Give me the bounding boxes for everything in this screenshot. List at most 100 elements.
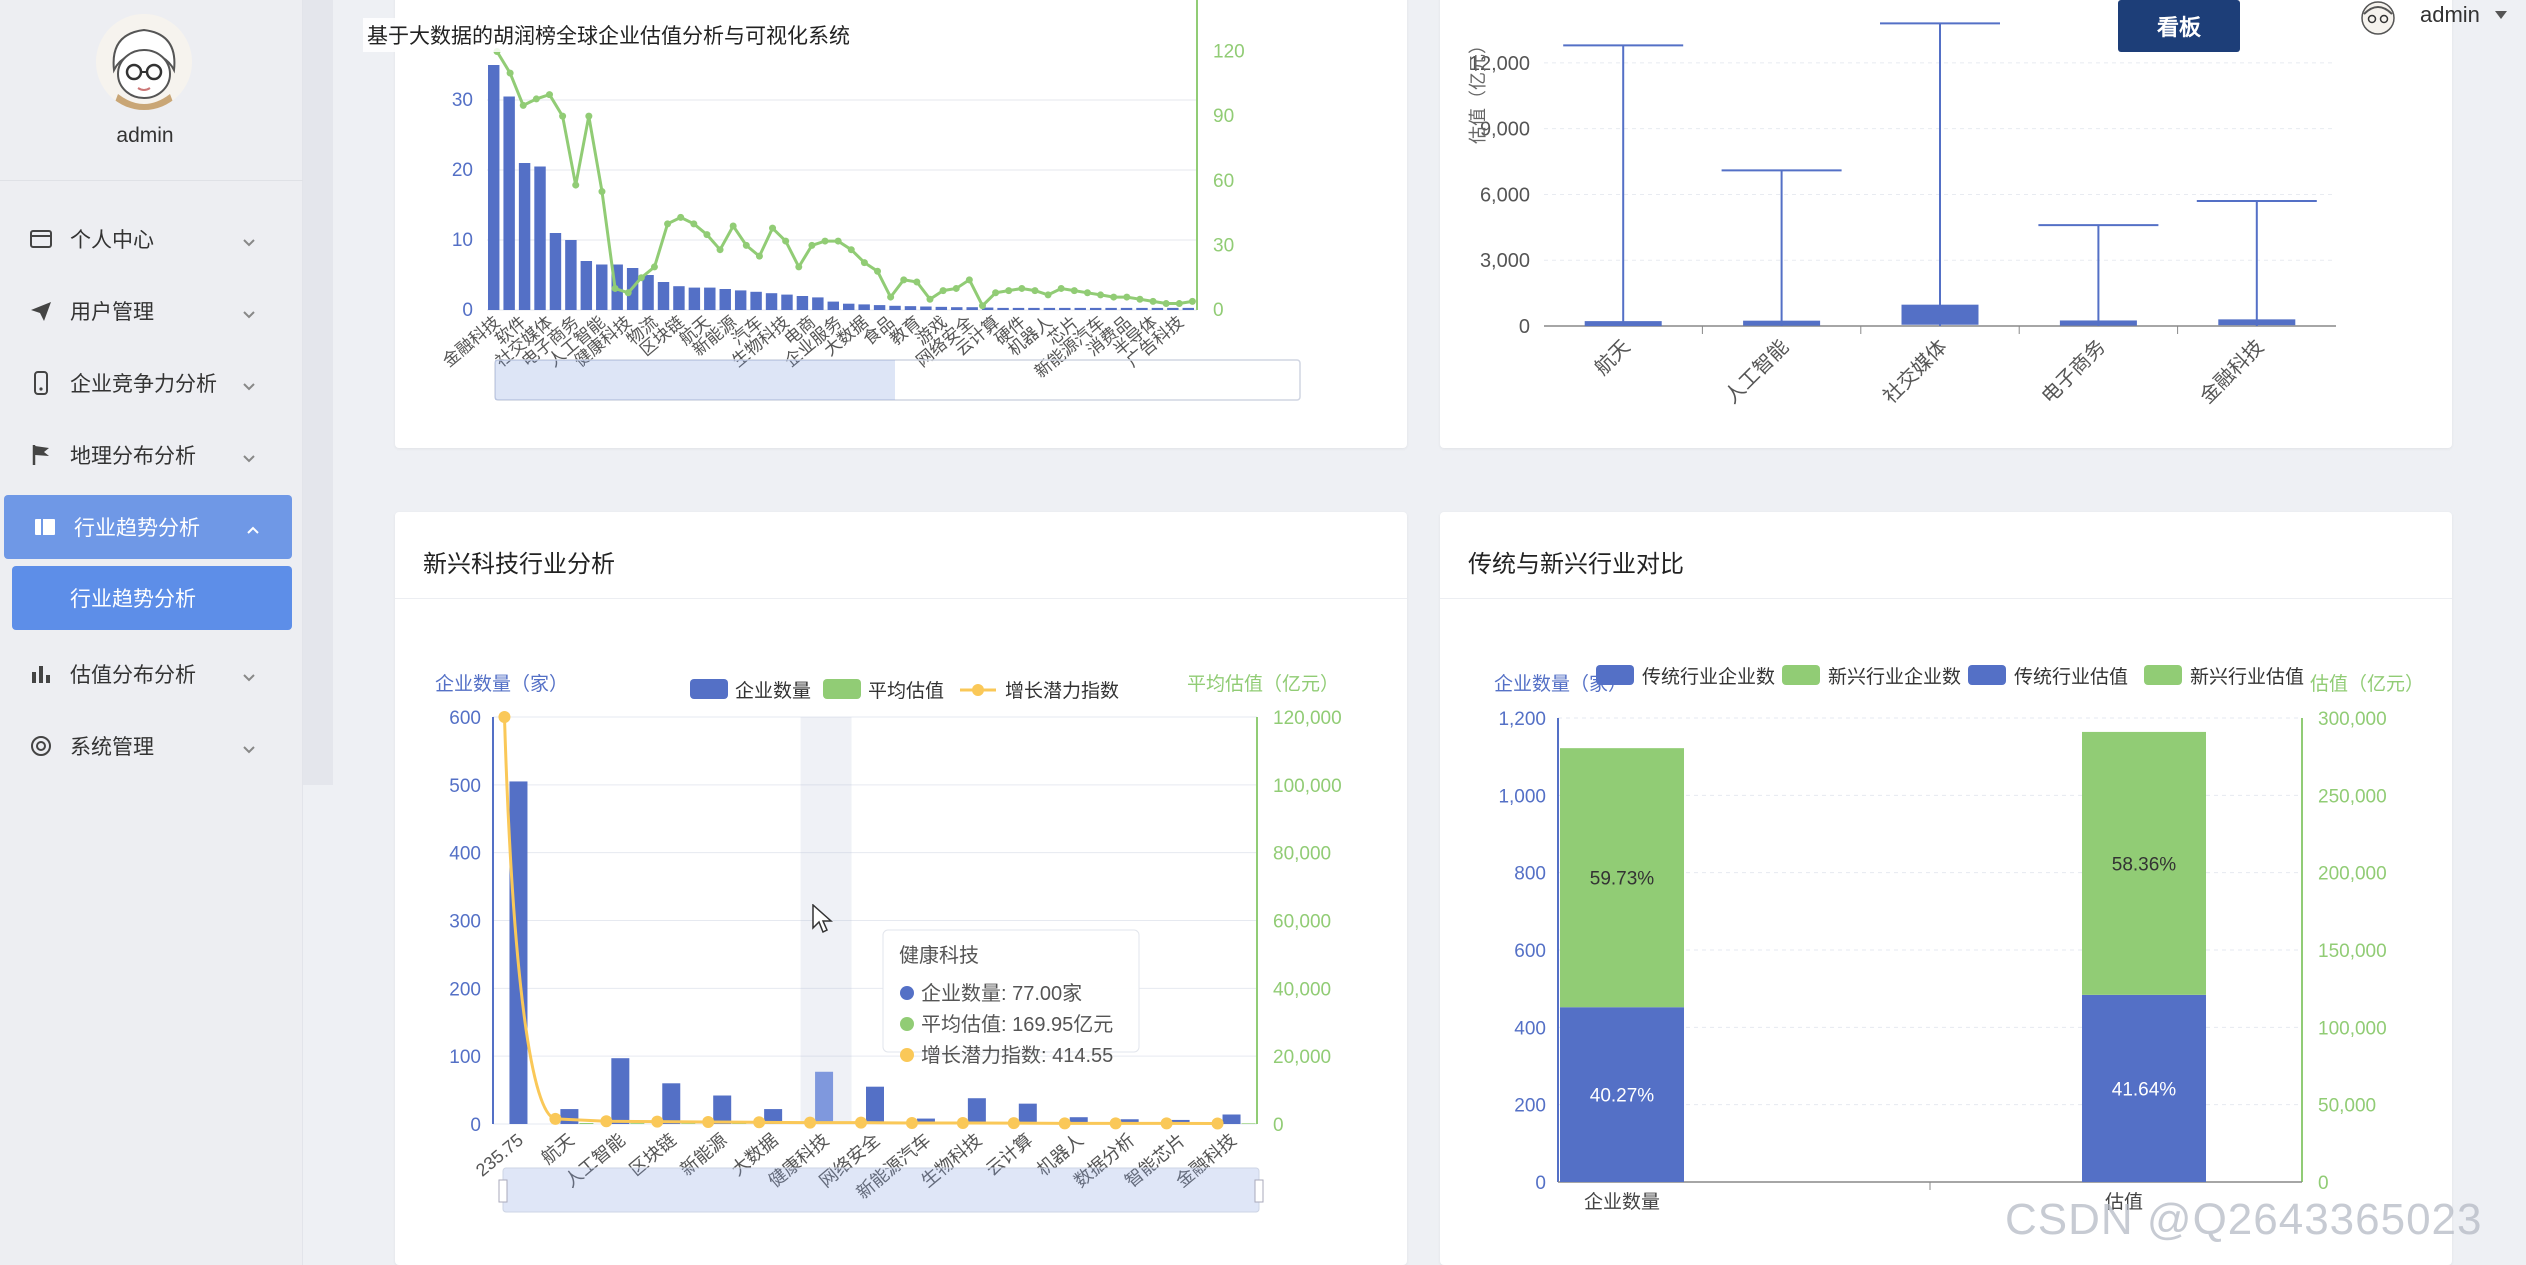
book-icon bbox=[32, 514, 58, 540]
line-point bbox=[795, 263, 803, 271]
y-tick-label: 600 bbox=[449, 708, 481, 729]
bar bbox=[781, 294, 793, 310]
bar-avg-valuation bbox=[1241, 1123, 1256, 1124]
legend-label: 新兴行业企业数 bbox=[1828, 666, 1961, 688]
y-tick-label: 0 bbox=[1519, 316, 1530, 338]
bar-traditional bbox=[2082, 994, 2206, 1182]
datazoom-slider bbox=[502, 1167, 1260, 1213]
line-point bbox=[956, 1116, 969, 1129]
line-point bbox=[690, 220, 698, 228]
bar bbox=[734, 290, 747, 310]
line-point bbox=[1188, 297, 1196, 305]
sidebar-item-label: 行业趋势分析 bbox=[74, 517, 200, 540]
bar bbox=[889, 305, 901, 310]
line-point bbox=[506, 69, 514, 77]
chevron-up-icon bbox=[246, 520, 260, 534]
line-point bbox=[926, 295, 934, 303]
line-point bbox=[651, 1115, 664, 1128]
x-tick-label: 电子商务 bbox=[2037, 335, 2110, 408]
bar bbox=[549, 233, 562, 310]
bar bbox=[1028, 307, 1040, 310]
line-point bbox=[637, 274, 645, 282]
top-username[interactable]: admin bbox=[2420, 2, 2480, 27]
sidebar-item-label: 地理分布分析 bbox=[70, 445, 196, 468]
line-point bbox=[1109, 1117, 1122, 1130]
phone-icon bbox=[28, 370, 54, 396]
y-tick-label: 400 bbox=[449, 844, 481, 865]
y-tick-label: 200 bbox=[449, 979, 481, 1000]
chevron-down-icon bbox=[242, 232, 256, 247]
line-point bbox=[498, 711, 511, 723]
sidebar-item-personal-center[interactable]: 个人中心 bbox=[0, 207, 292, 271]
new-tech-chart[interactable]: 企业数量（家） 平均估值（亿元） 企业数量 平均估值 增长潜力指数 0 0 100 20,000… bbox=[395, 512, 1407, 1265]
bar bbox=[503, 96, 515, 310]
tooltip-row: 平均估值: 169.95亿元 bbox=[921, 1013, 1113, 1036]
line-point bbox=[1031, 287, 1039, 295]
y-tick-label: 30 bbox=[452, 90, 473, 111]
bar bbox=[796, 296, 809, 310]
sidebar-item-system-management[interactable]: 系统管理 bbox=[0, 714, 292, 778]
legend-label: 企业数量 bbox=[735, 680, 811, 702]
line-point bbox=[519, 101, 527, 109]
sidebar-item-competitiveness[interactable]: 企业竞争力分析 bbox=[0, 351, 292, 415]
line-point bbox=[821, 237, 829, 245]
y-tick-label: 10 bbox=[452, 230, 473, 251]
bar bbox=[827, 301, 839, 310]
sidebar-scrollbar[interactable] bbox=[303, 0, 333, 785]
line-point bbox=[545, 91, 553, 99]
avatar[interactable] bbox=[96, 14, 192, 110]
bar-new bbox=[1560, 748, 1684, 1008]
bar-traditional bbox=[1560, 1007, 1684, 1182]
sidebar-item-user-management[interactable]: 用户管理 bbox=[0, 279, 292, 343]
line-point bbox=[804, 1116, 817, 1129]
y2-tick-label: 100,000 bbox=[2318, 1018, 2387, 1039]
y-tick-label: 0 bbox=[1535, 1173, 1546, 1194]
watermark: CSDN @Q2643365023 bbox=[2005, 1195, 2483, 1244]
datazoom-slider bbox=[494, 359, 1301, 401]
line-point bbox=[1007, 1117, 1020, 1130]
chevron-down-icon bbox=[242, 304, 256, 319]
industry-overview-chart[interactable]: 01020300306090120金融科技软件社交媒体电子商务人工智能健康科技物… bbox=[395, 0, 1407, 448]
y-tick-label: 400 bbox=[1514, 1018, 1546, 1039]
top-avatar[interactable] bbox=[2356, 0, 2400, 38]
x-tick-label: 估值 bbox=[2105, 1191, 2143, 1213]
y-axis-label: 企业数量（家） bbox=[1494, 673, 1627, 695]
y2-tick-label: 200,000 bbox=[2318, 864, 2387, 885]
id-card-icon bbox=[28, 226, 54, 252]
y-tick-label: 0 bbox=[470, 1115, 481, 1136]
bar bbox=[997, 307, 1009, 310]
y2-tick-label: 300,000 bbox=[2318, 709, 2387, 730]
line-point bbox=[1070, 287, 1078, 295]
bar-chart-icon bbox=[28, 661, 54, 687]
sidebar-subitem-industry-trend[interactable]: 行业趋势分析 bbox=[12, 566, 292, 630]
bar bbox=[858, 304, 870, 310]
kanban-button[interactable]: 看板 bbox=[2118, 0, 2240, 52]
y2-tick-label: 90 bbox=[1213, 106, 1234, 127]
line-point bbox=[1044, 291, 1052, 299]
line-point bbox=[808, 241, 816, 249]
caret-down-icon[interactable] bbox=[2494, 10, 2508, 20]
y-axis-label: 估值（亿元） bbox=[1468, 36, 1488, 144]
sidebar-item-valuation-distribution[interactable]: 估值分布分析 bbox=[0, 642, 292, 706]
box bbox=[2059, 320, 2137, 326]
bar bbox=[1043, 307, 1056, 310]
legend-swatch bbox=[1968, 665, 2006, 685]
target-icon bbox=[28, 733, 54, 759]
bar bbox=[873, 305, 886, 310]
sidebar-divider bbox=[0, 180, 303, 181]
card-divider bbox=[395, 598, 1407, 599]
compare-chart[interactable]: 企业数量（家） 估值（亿元） 传统行业企业数 新兴行业企业数 传统行业估值 新兴行业估值 0… bbox=[1440, 512, 2452, 1265]
y2-tick-label: 100,000 bbox=[1273, 776, 1342, 797]
line-point bbox=[905, 1116, 918, 1129]
page-title: 基于大数据的胡润榜全球企业估值分析与可视化系统 bbox=[363, 18, 854, 52]
y2-tick-label: 250,000 bbox=[2318, 786, 2387, 807]
legend-swatch bbox=[1596, 665, 1634, 685]
y-tick-label: 0 bbox=[462, 300, 473, 321]
bar bbox=[1182, 307, 1194, 310]
sidebar-item-geo-distribution[interactable]: 地理分布分析 bbox=[0, 423, 292, 487]
bar-pct-label: 58.36% bbox=[2112, 854, 2177, 875]
sidebar-item-label: 系统管理 bbox=[70, 736, 154, 759]
line-point bbox=[1136, 295, 1144, 303]
sidebar-item-industry-trend[interactable]: 行业趋势分析 bbox=[4, 495, 292, 559]
